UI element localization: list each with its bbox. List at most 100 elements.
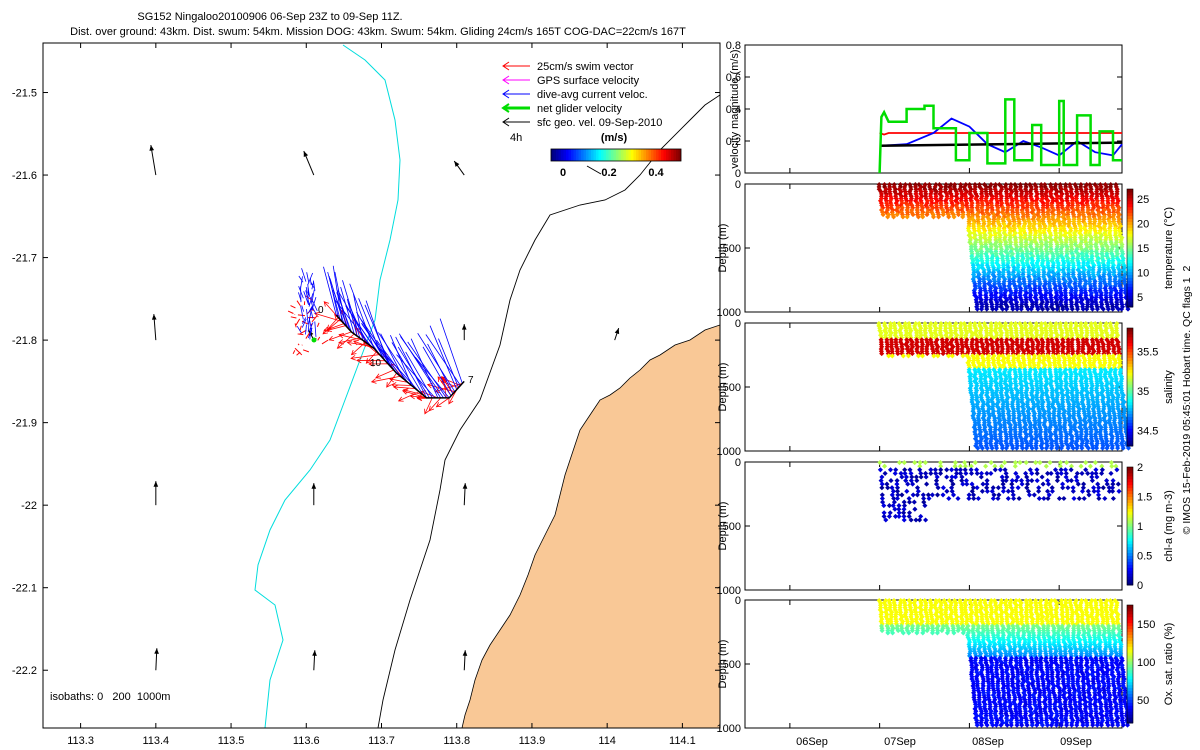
dac-vector-2 xyxy=(327,271,341,320)
dac-vector-29 xyxy=(377,332,416,389)
isobath-1000m xyxy=(254,44,401,728)
dac-vector-14 xyxy=(337,290,369,345)
map-colorbar-tick-0: 0 xyxy=(560,167,566,179)
map-xtick-2: 113.5 xyxy=(218,735,245,747)
swim-cluster-19 xyxy=(316,322,320,328)
sfc-arrow-0 xyxy=(149,144,157,176)
time-tick-07sep: 07Sep xyxy=(884,736,916,748)
chlorophyll-ytick-2: 1000 xyxy=(717,585,741,597)
dac-cluster-33 xyxy=(301,268,307,282)
track-label-mid: 10 xyxy=(370,358,382,369)
velocity-ytick-2: 0.4 xyxy=(726,104,741,116)
dac-cluster-29 xyxy=(305,324,307,335)
swim-cluster-10 xyxy=(294,323,297,328)
dac-cluster-20 xyxy=(309,325,312,340)
chlorophyll-cbtick-4: 2 xyxy=(1137,462,1143,474)
chlorophyll-cblabel: chl-a (mg m-3) xyxy=(1163,490,1175,562)
chlorophyll-ytick-0: 0 xyxy=(735,457,741,469)
sfc-arrow-2 xyxy=(453,160,465,176)
dac-vector-0 xyxy=(323,266,337,316)
map-ytick-2: -21.7 xyxy=(12,253,37,265)
legend-dac: dive-avg current veloc. xyxy=(537,89,648,101)
title-line-1: SG152 Ningaloo20100906 06-Sep 23Z to 09-… xyxy=(137,11,402,23)
dac-cluster-34 xyxy=(307,305,313,314)
map-legend: 25cm/s swim vector GPS surface velocity … xyxy=(501,61,662,144)
dac-cluster-37 xyxy=(307,288,311,297)
chlorophyll-ytick-1: 500 xyxy=(723,521,741,533)
dac-vector-45 xyxy=(438,338,459,388)
dive-avg-current-vectors xyxy=(296,265,463,399)
dac-cluster-4 xyxy=(298,275,304,283)
qc-note: © IMOS 15-Feb-2019 05:45:01 Hobart time.… xyxy=(1181,266,1193,535)
velocity-panel: 0 0.2 0.4 0.6 0.8 velocity magnitude (m/s) xyxy=(726,40,1123,180)
map-xtick-1: 113.4 xyxy=(142,735,169,747)
swim-cluster-3 xyxy=(302,349,310,353)
dac-vector-5 xyxy=(334,272,347,326)
dac-cluster-28 xyxy=(300,305,304,320)
salinity-cbtick-2: 35.5 xyxy=(1137,347,1158,359)
map-colorbar-tick-1: 0.2 xyxy=(601,167,616,179)
swim-cluster-26 xyxy=(296,300,301,307)
dac-vector-47 xyxy=(439,318,463,384)
dac-cluster-13 xyxy=(296,325,302,334)
map-ytick-0: -21.5 xyxy=(12,88,37,100)
oxygen-cbtick-2: 150 xyxy=(1137,619,1155,631)
swim-vector-17 xyxy=(365,351,378,364)
salinity-panel: 0 500 1000 Depth (m) 34.5 35 35.5 salinity xyxy=(717,318,1175,458)
dac-vector-43 xyxy=(417,333,456,392)
dac-cluster-35 xyxy=(305,287,308,294)
map-ytick-4: -21.9 xyxy=(12,418,37,430)
dac-cluster-36 xyxy=(301,317,307,324)
dac-vector-15 xyxy=(334,299,372,347)
map-xtick-3: 113.6 xyxy=(293,735,320,747)
map-colorbar-tick-2: 0.4 xyxy=(648,167,664,179)
dac-vector-39 xyxy=(407,341,447,399)
velocity-ylabel: velocity magnitude (m/s) xyxy=(729,49,741,168)
swim-vector-34 xyxy=(424,397,433,415)
swim-vector-16 xyxy=(353,340,375,349)
net-velocity-marker xyxy=(311,337,317,343)
salinity-ylabel: Depth (m) xyxy=(717,363,729,412)
salinity-ytick-0: 0 xyxy=(735,318,741,330)
swim-cluster-23 xyxy=(292,350,296,355)
dac-cluster-38 xyxy=(310,297,314,310)
map-xtick-0: 113.3 xyxy=(67,735,94,747)
swim-vector-3 xyxy=(314,311,343,322)
swim-cluster-1 xyxy=(287,310,294,314)
glider-track xyxy=(335,314,465,399)
dac-vector-9 xyxy=(340,286,355,335)
temperature-ytick-1: 500 xyxy=(723,243,741,255)
dac-vector-46 xyxy=(425,334,461,386)
oxygen-ytick-2: 1000 xyxy=(717,723,741,735)
chlorophyll-cbtick-2: 1 xyxy=(1137,521,1143,533)
chlorophyll-ylabel: Depth (m) xyxy=(717,502,729,551)
dac-vector-6 xyxy=(332,289,349,328)
sfc-arrow-10 xyxy=(154,648,159,671)
swim-cluster-28 xyxy=(294,347,303,356)
dac-vector-27 xyxy=(376,339,409,383)
surface-velocity-arrows xyxy=(149,144,620,671)
salinity-cbtick-0: 34.5 xyxy=(1137,425,1158,437)
velocity-ytick-3: 0.6 xyxy=(726,72,741,84)
map-ytick-5: -22 xyxy=(21,500,37,512)
map-xtick-6: 113.9 xyxy=(519,735,546,747)
dac-vector-41 xyxy=(422,346,452,397)
swim-cluster-20 xyxy=(297,343,300,346)
oxygen-ylabel: Depth (m) xyxy=(717,640,729,689)
dac-cluster-16 xyxy=(305,290,310,306)
map-axis-ticks: 113.3 113.4 113.5 113.6 113.7 113.8 113.9 114 11… xyxy=(12,43,720,747)
swim-vector-29 xyxy=(392,384,416,391)
dac-vector-16 xyxy=(349,283,375,349)
salinity-scatter xyxy=(876,321,1132,451)
dac-vector-18 xyxy=(345,306,380,355)
legend-sfc: sfc geo. vel. 09-Sep-2010 xyxy=(537,117,662,129)
map-ytick-7: -22.2 xyxy=(12,665,37,677)
dac-cluster-39 xyxy=(314,321,317,337)
swim-cluster-13 xyxy=(297,314,305,317)
temperature-cbtick-0: 5 xyxy=(1137,292,1143,304)
swim-cluster-4 xyxy=(290,305,296,309)
map-colorbar-label: (m/s) xyxy=(601,132,628,144)
salinity-cbtick-1: 35 xyxy=(1137,386,1149,398)
swim-vector-0 xyxy=(323,301,337,316)
